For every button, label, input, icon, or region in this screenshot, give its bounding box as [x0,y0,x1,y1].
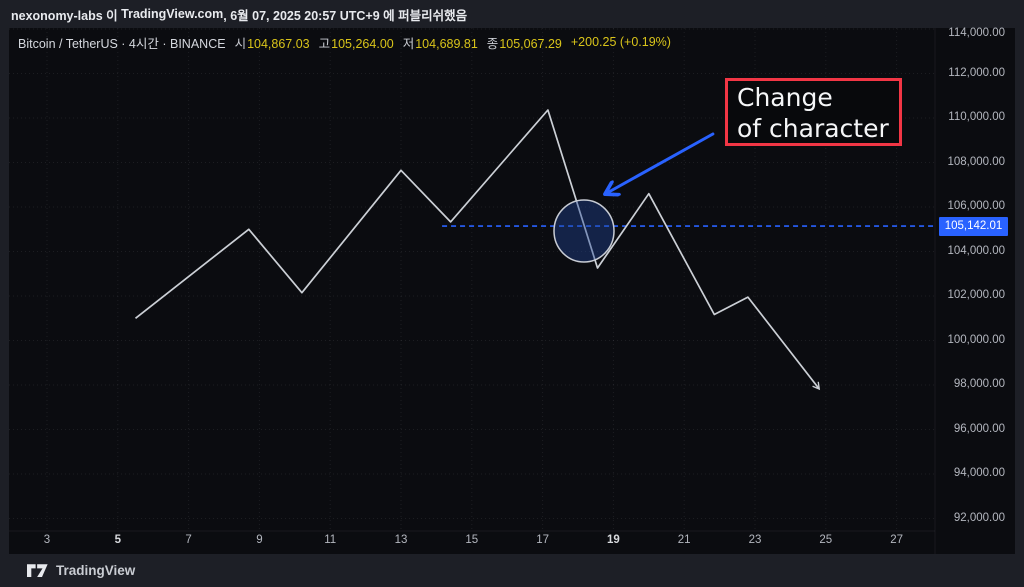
time-tick-label: 25 [819,534,833,546]
change-value: +200.25 (+0.19%) [570,35,671,49]
ohlc-value: 105,067.29 [499,36,562,51]
time-tick-label: 21 [677,534,691,546]
price-tick-label: 106,000.00 [947,200,1005,212]
time-tick-label: 9 [256,534,263,546]
time-tick-label: 11 [324,534,337,546]
price-tick-label: 108,000.00 [947,155,1005,168]
ohlc-label: 종 [486,36,499,51]
publish-date-text: , 6월 07, 2025 20:57 UTC+9 에 퍼블리쉬했음 [223,8,468,23]
price-axis[interactable]: 92,000.00 94,000.00 96,000.00 98,000.00 100,… [929,27,1015,531]
ohlc-value: 104,689.81 [415,36,478,51]
ohlc-values: 시104,867.03 고105,264.00 저104,689.81 종105,06… [226,33,562,52]
time-tick-label: 3 [43,534,51,546]
price-chart[interactable] [9,28,1015,554]
time-tick-label: 13 [394,534,408,546]
price-tick-label: 102,000.00 [947,289,1005,301]
ohlc-value: 104,867.03 [247,36,310,51]
price-tick-label: 100,000.00 [947,333,1005,346]
callout-text-line2: of character [737,114,889,143]
price-tick-label: 112,000.00 [948,66,1005,79]
time-tick-label: 17 [536,534,549,546]
change-of-character-callout[interactable]: Change of character [725,78,902,146]
annotation-arrow[interactable] [607,132,715,193]
tradingview-link[interactable]: TradingView.com [121,7,224,21]
symbol-title[interactable]: Bitcoin / TetherUS · 4시간 · BINANCE [18,36,226,51]
time-tick-label: 23 [748,534,762,546]
time-tick-label: 15 [465,534,479,546]
price-tick-label: 98,000.00 [953,378,1005,390]
footer-bar: TradingView [0,554,1024,587]
price-tick-label: 110,000.00 [948,111,1005,123]
price-tick-label: 92,000.00 [953,511,1005,524]
ohlc-label: 고 [318,36,331,51]
tradingview-brand[interactable]: TradingView [56,563,136,578]
time-tick-label: 27 [890,534,903,546]
axis-separators [9,28,936,554]
time-axis[interactable]: 3 5 7 9 11 13 15 17 19 21 23 25 27 [9,534,935,552]
price-level-label: 105,142.01 [939,217,1008,236]
focus-circle[interactable] [553,199,615,263]
publish-author-text: nexonomy-labs 이 [11,8,122,23]
price-tick-label: 104,000.00 [947,244,1005,257]
tradingview-logo-icon[interactable] [27,563,48,578]
time-tick-label: 5 [114,534,121,546]
time-tick-label: 19 [606,534,620,546]
price-tick-label: 94,000.00 [953,467,1005,479]
ohlc-label: 저 [402,36,415,51]
publish-bar: nexonomy-labs 이 TradingView.com , 6월 07,… [0,0,1024,28]
chart-legend: Bitcoin / TetherUS · 4시간 · BINANCE 시104,… [18,33,671,52]
ohlc-value: 105,264.00 [331,36,394,51]
chart-panel: Bitcoin / TetherUS · 4시간 · BINANCE 시104,… [9,27,1015,554]
callout-text-line1: Change [737,83,833,112]
time-tick-label: 7 [185,534,192,546]
ohlc-label: 시 [234,36,247,51]
price-tick-label: 96,000.00 [953,422,1005,435]
price-trend-line[interactable] [134,109,821,391]
price-tick-label: 114,000.00 [948,27,1005,39]
